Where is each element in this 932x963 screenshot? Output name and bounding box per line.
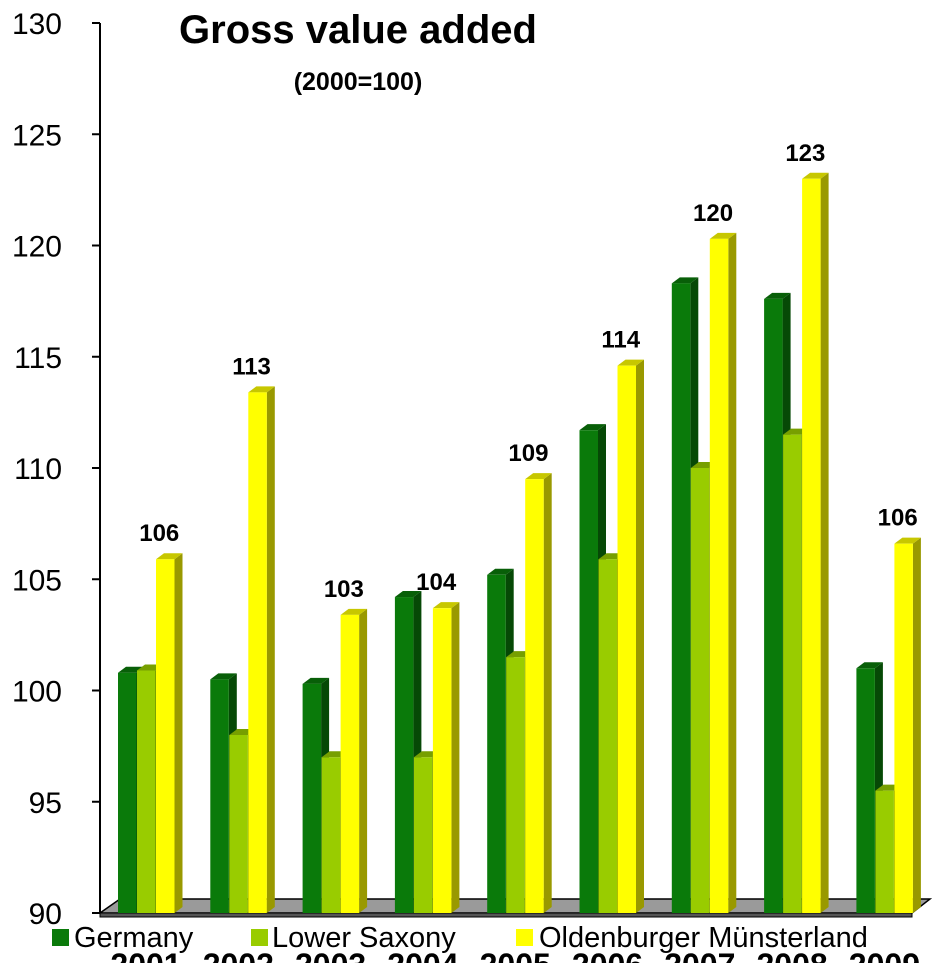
bar-germany-2005 [487,574,506,913]
bar-side [636,359,644,913]
bar-top [856,662,883,669]
bar-top [617,359,644,366]
legend-label: Oldenburger Münsterland [539,922,868,954]
x-category-label: 2001 [110,947,181,963]
x-category-label: 2003 [295,947,366,963]
bar-oldenburger-m-nsterland-2001 [156,559,175,913]
bar-top [709,232,737,239]
bar-top [894,537,921,544]
bar-side [174,553,183,913]
y-tick-label: 125 [12,119,62,152]
data-label: 106 [878,505,918,532]
data-label: 114 [601,327,640,354]
bar-lower-saxony-2008 [783,434,802,913]
x-category-label: 2009 [849,947,920,963]
bar-side [820,172,829,913]
bar-lower-saxony-2002 [229,735,248,913]
bar-lower-saxony-2007 [690,468,710,913]
bar-top [302,677,330,684]
data-label: 109 [508,440,548,467]
bar-top [802,172,829,179]
x-category-label: 2002 [203,947,274,963]
y-tick-label: 105 [12,564,62,597]
bar-oldenburger-m-nsterland-2008 [802,178,821,913]
legend-swatch [52,929,69,946]
bar-side [728,232,737,913]
bar-top [432,602,460,609]
bar-germany-2002 [210,679,229,913]
floor-front [99,912,913,918]
bar-top [579,424,606,431]
bar-top [210,673,237,680]
bar-lower-saxony-2001 [137,670,156,913]
bar-oldenburger-m-nsterland-2005 [525,479,544,913]
x-axis-categories: 2001 2002 2003 2004 2005 2006 2007 2008 2009 [110,947,920,963]
bar-oldenburger-m-nsterland-2007 [709,238,729,913]
data-label: 106 [139,520,179,547]
y-tick-label: 95 [29,787,62,820]
x-category-label: 2008 [757,947,828,963]
chart-subtitle: (2000=100) [294,68,423,96]
bar-lower-saxony-2009 [875,790,894,913]
legend-swatch [516,929,533,946]
legend-label: Lower Saxony [272,922,456,954]
data-label: 104 [416,569,457,596]
bar-germany-2001 [118,672,137,913]
bar-top [525,473,552,480]
x-category-label: 2004 [387,947,458,963]
bar-top [394,591,422,598]
bar-side [912,537,921,913]
bar-side [451,602,460,913]
bar-germany-2004 [394,597,414,913]
bar-side [359,608,368,913]
bar-germany-2006 [579,430,598,913]
bar-oldenburger-m-nsterland-2006 [617,365,636,913]
legend: Germany Lower Saxony Oldenburger Münsterla… [52,922,868,954]
legend-label: Germany [74,922,194,954]
data-labels: 106 113 103 104 109 114 120 123 106 [139,140,917,603]
bar-oldenburger-m-nsterland-2003 [340,614,360,913]
y-axis: 90 95 100 105 110 115 120 125 130 [12,8,101,931]
bar-top [248,386,275,393]
bar-lower-saxony-2003 [321,757,341,913]
bar-top [487,568,514,575]
y-tick-label: 90 [29,898,62,931]
x-category-label: 2007 [664,947,735,963]
bar-side [266,386,275,914]
bar-oldenburger-m-nsterland-2002 [248,392,267,914]
bar-top [671,277,699,284]
y-tick-label: 115 [14,342,62,375]
y-tick-label: 100 [12,676,62,709]
legend-swatch [251,929,268,946]
bar-lower-saxony-2006 [598,559,617,913]
bar-germany-2003 [302,683,322,913]
bars [118,172,921,914]
data-label: 103 [324,576,364,603]
x-category-label: 2006 [572,947,643,963]
bar-oldenburger-m-nsterland-2004 [432,608,452,913]
bar-side [543,473,552,913]
chart-title: Gross value added [179,8,537,52]
bar-lower-saxony-2005 [506,657,525,913]
bar-top [340,608,368,615]
bar-top [156,553,183,560]
bar-top [764,292,791,299]
bar-germany-2007 [671,283,691,913]
bar-lower-saxony-2004 [413,757,433,913]
data-label: 123 [785,140,825,167]
bar-oldenburger-m-nsterland-2009 [894,543,913,913]
x-category-label: 2005 [480,947,551,963]
bar-germany-2009 [856,668,875,913]
data-label: 120 [693,200,733,227]
data-label: 113 [232,353,271,380]
y-tick-label: 130 [12,8,62,41]
y-tick-label: 120 [12,231,62,264]
y-tick-label: 110 [14,453,62,486]
bar-germany-2008 [764,298,783,913]
